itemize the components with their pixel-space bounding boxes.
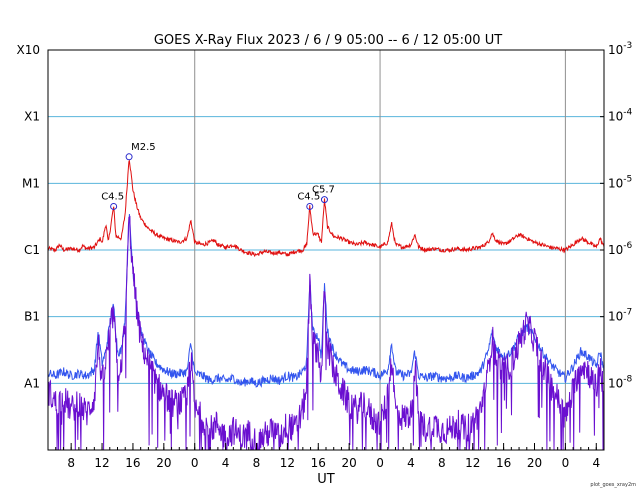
plot-credit: plot_goes_xray2m	[590, 482, 636, 488]
series-line-3	[47, 215, 605, 451]
right-axis-label-4: 10-6	[608, 241, 633, 257]
flare-marker-1	[110, 202, 118, 210]
flare-marker-2	[125, 153, 133, 161]
flare-annotations: C4.5M2.5C4.5C5.7	[101, 142, 335, 210]
class-label-c1: C1	[24, 243, 40, 257]
series-layer	[47, 159, 605, 451]
axis-layer: X10 X1 M1 C1 B1 A1 10-3 10-4 10-5 10-6 10-7 10-8 8 12…	[17, 41, 633, 470]
x-tick-label-9: 16	[311, 456, 326, 470]
x-tick-label-18: 4	[592, 456, 600, 470]
x-tick-label-3: 16	[125, 456, 140, 470]
x-tick-label-6: 4	[222, 456, 230, 470]
flare-label-2: M2.5	[131, 142, 156, 153]
class-label-x10: X10	[17, 43, 41, 57]
x-tick-label-7: 8	[253, 456, 261, 470]
series-line-1	[47, 159, 605, 258]
right-axis-label-5: 10-7	[608, 308, 632, 324]
grid-layer	[48, 50, 604, 450]
class-label-a1: A1	[24, 376, 40, 390]
right-axis-label-1: 10-3	[608, 41, 632, 57]
x-tick-label-10: 20	[342, 456, 357, 470]
x-tick-label-14: 12	[465, 456, 480, 470]
x-tick-label-1: 8	[67, 456, 75, 470]
flare-marker-4	[320, 196, 328, 204]
x-tick-label-4: 20	[156, 456, 171, 470]
right-axis-label-6: 10-8	[608, 374, 633, 390]
x-tick-label-13: 8	[438, 456, 446, 470]
x-tick-label-12: 4	[407, 456, 415, 470]
right-axis-label-2: 10-4	[608, 108, 633, 124]
x-tick-label-8: 12	[280, 456, 295, 470]
x-tick-label-17: 0	[562, 456, 570, 470]
x-tick-label-5: 0	[191, 456, 199, 470]
x-tick-label-11: 0	[376, 456, 384, 470]
flare-label-4: C5.7	[312, 185, 335, 196]
flare-label-3: C4.5	[297, 191, 320, 202]
right-axis-label-3: 10-5	[608, 174, 632, 190]
flare-label-1: C4.5	[101, 191, 124, 202]
class-label-x1: X1	[24, 110, 40, 124]
x-axis-label: UT	[317, 472, 335, 487]
class-label-m1: M1	[22, 176, 40, 190]
class-label-b1: B1	[24, 310, 40, 324]
x-tick-label-15: 16	[496, 456, 511, 470]
x-tick-label-16: 20	[527, 456, 542, 470]
chart-title: GOES X-Ray Flux 2023 / 6 / 9 05:00 -- 6 …	[154, 33, 502, 48]
x-tick-label-2: 12	[94, 456, 109, 470]
flare-marker-3	[306, 202, 314, 210]
